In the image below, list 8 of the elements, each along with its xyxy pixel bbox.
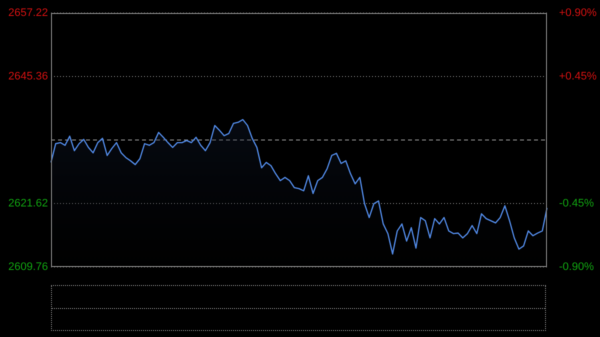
y-tick-label: 2609.76 [8, 261, 48, 274]
y-tick-label: 2657.22 [8, 7, 48, 20]
y2-tick-label: +0.45% [559, 70, 597, 83]
y-tick-label: 2621.62 [8, 198, 48, 210]
y2-tick-label: +0.90% [559, 7, 597, 20]
y2-tick-label: -0.90% [559, 261, 594, 274]
y2-tick-label: -0.45% [559, 198, 594, 210]
y-tick-label: 2645.36 [8, 70, 48, 83]
